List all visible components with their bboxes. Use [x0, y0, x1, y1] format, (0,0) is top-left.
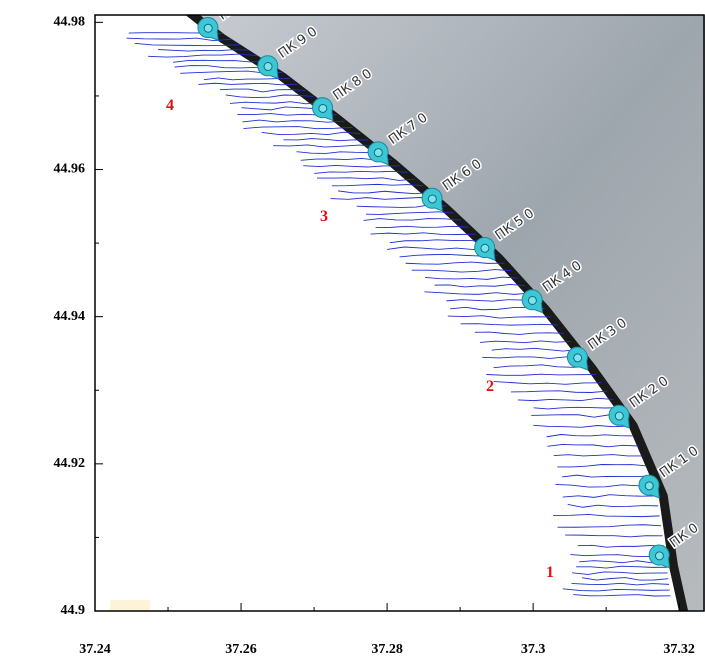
profile-line: [406, 262, 505, 264]
profile-line: [425, 277, 518, 279]
region-number: 4: [166, 97, 174, 114]
profile-line: [533, 425, 629, 427]
y-tick-label: 44.96: [54, 162, 86, 177]
profile-line: [376, 226, 469, 227]
y-tick-label: 44.9: [61, 603, 86, 618]
profile-line: [243, 127, 352, 129]
profile-line: [572, 583, 669, 585]
profile-line: [511, 391, 607, 393]
profile-line: [242, 120, 344, 122]
marker-dot: [481, 244, 489, 252]
x-tick-label: 37.26: [225, 642, 257, 657]
profile-line: [568, 504, 658, 507]
marker-dot: [264, 63, 272, 71]
y-tick-label: 44.98: [54, 15, 86, 30]
profile-line: [578, 545, 664, 547]
profile-line: [494, 382, 602, 385]
profile-line: [475, 332, 564, 334]
profile-line: [273, 145, 376, 147]
marker-dot: [615, 412, 623, 420]
profile-line: [338, 191, 430, 194]
map-figure: ПК 0ПК 1 0ПК 2 0ПК 3 0ПК 4 0ПК 5 0ПК 6 0…: [0, 0, 705, 670]
land: [180, 5, 705, 640]
marker-dot: [374, 149, 382, 157]
profile-line: [480, 341, 571, 343]
x-tick-label: 37.3: [521, 642, 546, 657]
marker-dot: [319, 104, 327, 112]
profile-line: [390, 240, 484, 243]
profile-line: [518, 398, 614, 400]
profile-line: [317, 178, 415, 181]
plot-area: ПК 0ПК 1 0ПК 2 0ПК 3 0ПК 4 0ПК 5 0ПК 6 0…: [110, 0, 705, 640]
marker-dot: [428, 195, 436, 203]
marker-dot: [204, 24, 212, 32]
profile-line: [412, 270, 512, 272]
profile-line: [424, 292, 531, 295]
profile-line: [262, 132, 361, 134]
profile-line: [371, 233, 476, 235]
profile-line: [364, 219, 461, 221]
marker-dot: [655, 552, 663, 560]
profile-line: [563, 495, 657, 498]
profile-line: [557, 525, 661, 528]
profile-line: [573, 595, 670, 596]
marker-dot: [574, 354, 582, 362]
x-tick-label: 37.28: [371, 642, 403, 657]
profile-line: [565, 535, 662, 537]
profile-line: [486, 374, 595, 375]
profile-line: [562, 475, 651, 477]
profile-line: [226, 95, 313, 98]
y-tick-label: 44.92: [54, 456, 86, 471]
profile-line: [554, 455, 643, 456]
profile-line: [448, 316, 552, 318]
profile-line: [572, 572, 667, 574]
profile-line: [576, 566, 667, 568]
marker-dot: [645, 482, 653, 490]
profile-line: [557, 465, 646, 467]
region-number: 1: [546, 564, 554, 581]
marker-dot: [528, 296, 536, 304]
profile-line: [230, 102, 321, 104]
profile-line: [534, 407, 620, 409]
profile-line: [314, 171, 407, 173]
profile-line: [582, 578, 668, 581]
region-number: 2: [486, 378, 494, 395]
x-tick-label: 37.24: [79, 642, 111, 657]
profile-line: [366, 212, 453, 215]
profile-line: [148, 54, 257, 57]
profile-line: [220, 89, 305, 92]
profile-line: [303, 165, 400, 167]
profile-line: [547, 444, 638, 446]
profile-line: [198, 83, 297, 85]
profile-line: [563, 589, 670, 591]
profile-line: [553, 514, 660, 516]
x-tick-label: 37.32: [663, 642, 695, 657]
shore-sand: [110, 600, 150, 620]
region-number: 3: [320, 208, 328, 225]
profile-line: [492, 348, 578, 351]
y-tick-label: 44.94: [54, 309, 86, 324]
profile-line: [332, 184, 423, 185]
profile-line: [435, 284, 525, 286]
profile-line: [547, 435, 634, 437]
profile-line: [461, 324, 558, 325]
